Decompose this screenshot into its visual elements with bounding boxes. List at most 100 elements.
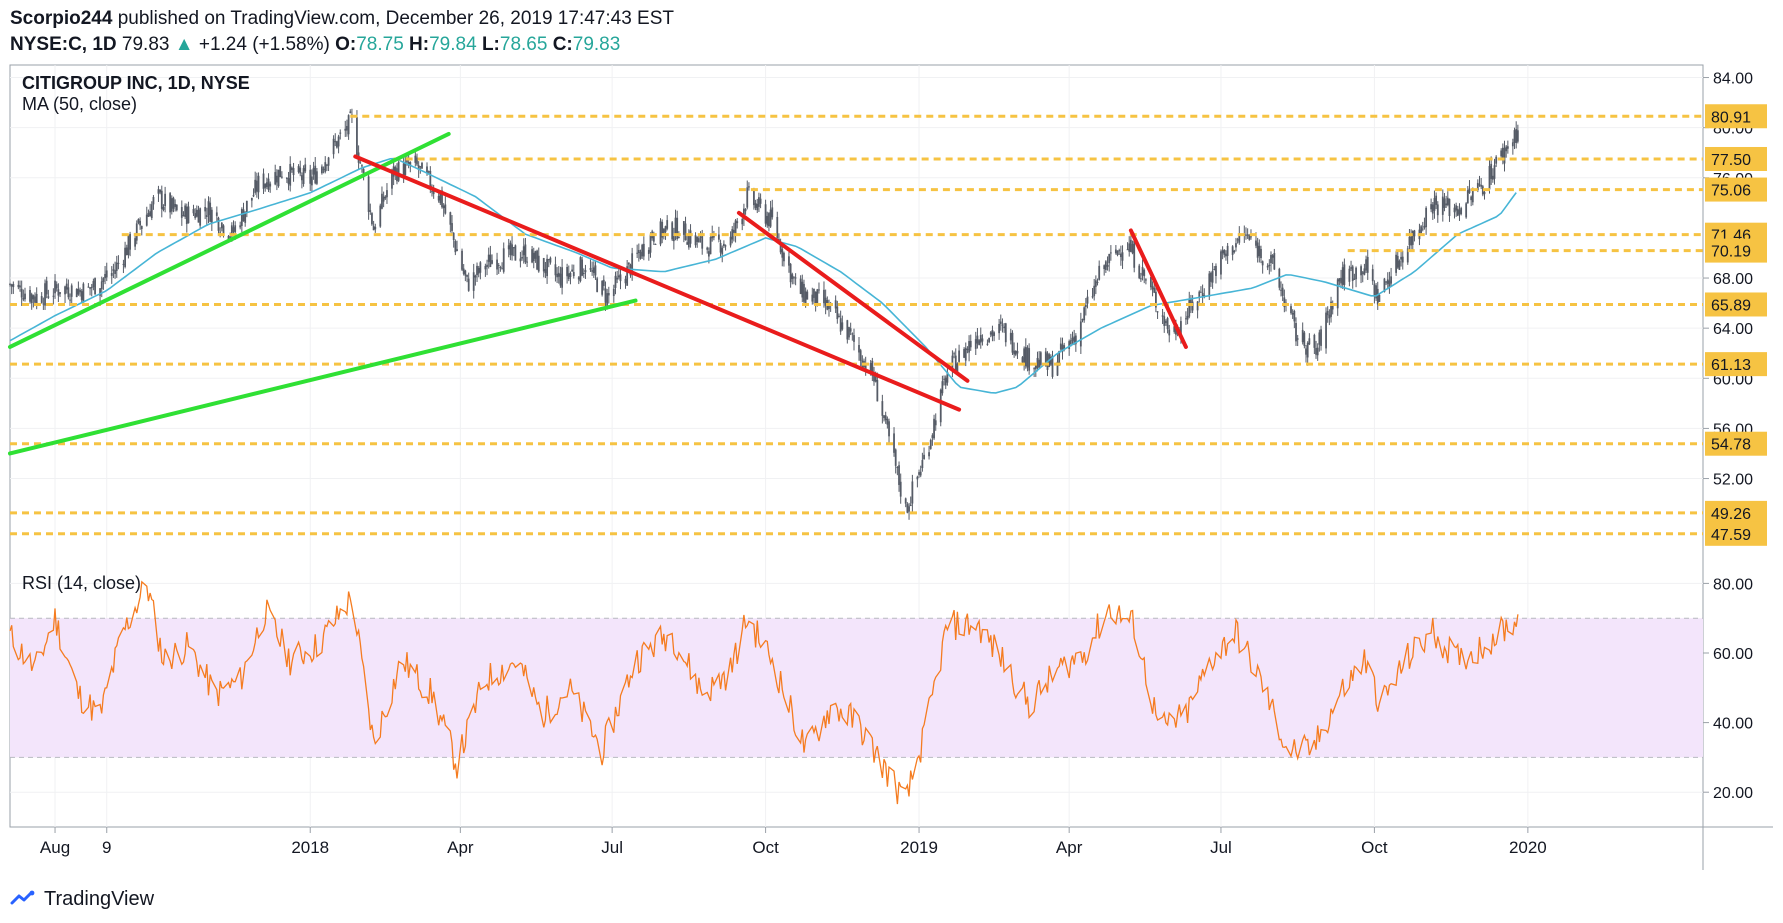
trend-line-red[interactable] <box>1128 228 1188 349</box>
level-label-box <box>1705 500 1767 525</box>
trend-line-green[interactable] <box>8 131 451 349</box>
candle-body <box>135 223 138 241</box>
candle-body <box>604 288 607 303</box>
candle-body <box>1051 356 1054 377</box>
candle-body <box>626 266 629 286</box>
candle-body <box>602 279 605 286</box>
candle-body <box>1383 278 1386 293</box>
candle-body <box>934 420 937 426</box>
candle-body <box>919 471 922 476</box>
level-label: 80.91 <box>1711 109 1751 126</box>
candle-body <box>951 355 954 370</box>
candle-body <box>94 278 96 295</box>
candle-body <box>1435 195 1438 205</box>
candle-body <box>265 182 268 188</box>
candle-body <box>1116 250 1119 256</box>
candle-body <box>1220 251 1222 275</box>
candle-body <box>90 286 93 289</box>
candle-body <box>536 250 538 270</box>
candle-body <box>230 225 233 236</box>
candle-body <box>696 236 699 242</box>
tradingview-brand[interactable]: TradingView <box>44 887 155 910</box>
candle-body <box>1350 267 1352 269</box>
candle-body <box>1341 267 1344 285</box>
candle-body <box>1306 342 1309 358</box>
candle-body <box>1133 240 1136 268</box>
candle-body <box>257 175 260 193</box>
candle-body <box>759 198 762 204</box>
level-label-box <box>1705 292 1767 317</box>
candle-body <box>232 227 235 232</box>
candle-body <box>636 252 639 254</box>
candle-body <box>439 193 442 204</box>
publisher-name[interactable]: Scorpio244 <box>10 8 113 29</box>
candle-body <box>1034 364 1037 370</box>
candle-body <box>122 263 125 265</box>
candle-body <box>129 233 131 250</box>
candle-body <box>449 212 452 225</box>
close-label: C: <box>552 34 573 55</box>
candle-body <box>57 289 60 296</box>
level-label: 47.59 <box>1711 527 1751 544</box>
candle-body <box>172 197 175 209</box>
candle-body <box>612 288 615 296</box>
candle-body <box>904 498 907 504</box>
candle-body <box>1295 323 1297 342</box>
candle-body <box>524 244 527 263</box>
trend-line-red[interactable] <box>353 154 962 412</box>
candle-body <box>20 288 23 298</box>
candle-body <box>67 287 70 298</box>
candle-body <box>981 338 984 342</box>
candle-body <box>806 291 809 300</box>
candle-body <box>537 255 540 272</box>
candle-body <box>1453 207 1456 213</box>
candle-body <box>501 268 503 270</box>
candle-body <box>502 248 505 272</box>
candle-body <box>160 190 163 209</box>
candle-body <box>99 288 101 296</box>
candle-body <box>404 162 407 175</box>
candle-body <box>793 277 795 279</box>
candle-body <box>192 209 195 214</box>
rsi-line <box>9 580 1519 805</box>
candle-body <box>1093 285 1096 297</box>
candle-body <box>824 297 827 306</box>
price-change: +1.24 (+1.58%) <box>198 34 330 55</box>
candle-body <box>227 235 230 240</box>
candle-body <box>1163 316 1166 326</box>
candle-body <box>1365 259 1367 271</box>
candle-body <box>1033 368 1036 370</box>
candle-body <box>666 220 669 229</box>
candle-body <box>302 168 305 184</box>
trend-line-red[interactable] <box>736 210 970 383</box>
candle-body <box>607 293 610 296</box>
candle-body <box>1103 265 1106 270</box>
candle-body <box>918 472 920 475</box>
trend-line-green[interactable] <box>8 298 638 456</box>
candle-body <box>1003 326 1006 329</box>
candle-body <box>771 207 774 218</box>
candle-body <box>356 117 358 156</box>
candle-body <box>1458 209 1461 215</box>
tradingview-logo-icon[interactable] <box>10 890 36 908</box>
candle-body <box>672 236 675 242</box>
candle-body <box>871 360 874 376</box>
time-axis-ticks: Aug 9 2018 Apr Jul Oct 2019 Apr Jul Oct 2020 <box>40 827 1547 857</box>
candle-body <box>1236 239 1239 241</box>
candle-body <box>811 294 814 302</box>
candle-body <box>1161 315 1164 317</box>
candle-body <box>512 247 515 249</box>
candle-body <box>1118 250 1121 252</box>
candle-body <box>1213 269 1216 271</box>
candle-body <box>229 236 232 238</box>
candle-body <box>582 273 585 275</box>
candle-body <box>321 166 323 174</box>
candle-body <box>1471 189 1474 203</box>
candle-body <box>150 204 153 219</box>
candle-body <box>369 210 372 212</box>
candle-body <box>441 190 443 208</box>
candle-body <box>944 377 947 386</box>
candle-body <box>839 318 842 332</box>
candle-body <box>1320 329 1322 346</box>
